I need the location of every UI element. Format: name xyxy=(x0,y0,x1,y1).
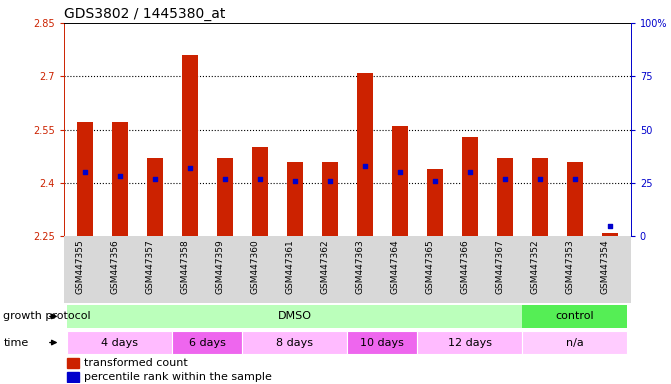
Text: GSM447355: GSM447355 xyxy=(76,240,85,294)
Point xyxy=(534,175,545,182)
Bar xyxy=(522,305,627,328)
Text: 8 days: 8 days xyxy=(276,338,313,348)
Bar xyxy=(427,169,443,236)
Text: n/a: n/a xyxy=(566,338,584,348)
Bar xyxy=(462,137,478,236)
Text: GSM447360: GSM447360 xyxy=(251,240,260,294)
Bar xyxy=(322,162,338,236)
Text: GSM447359: GSM447359 xyxy=(216,240,225,294)
Point xyxy=(79,169,90,175)
Text: GSM447354: GSM447354 xyxy=(601,240,610,294)
Text: 6 days: 6 days xyxy=(189,338,225,348)
Text: 10 days: 10 days xyxy=(360,338,404,348)
Text: GSM447356: GSM447356 xyxy=(111,240,119,294)
Text: GSM447362: GSM447362 xyxy=(321,240,329,294)
Bar xyxy=(67,358,79,368)
Bar xyxy=(532,158,548,236)
Text: percentile rank within the sample: percentile rank within the sample xyxy=(84,372,272,382)
Text: 12 days: 12 days xyxy=(448,338,492,348)
Text: GSM447353: GSM447353 xyxy=(566,240,575,294)
Text: GSM447365: GSM447365 xyxy=(425,240,435,294)
Bar xyxy=(567,162,582,236)
Bar xyxy=(172,331,242,354)
Bar xyxy=(67,305,522,328)
Text: GSM447363: GSM447363 xyxy=(356,240,365,294)
Bar xyxy=(182,55,198,236)
Bar xyxy=(67,331,172,354)
Text: control: control xyxy=(556,311,594,321)
Point xyxy=(289,178,300,184)
Point xyxy=(185,165,195,171)
Text: 4 days: 4 days xyxy=(101,338,138,348)
Point xyxy=(114,174,125,180)
Text: GSM447366: GSM447366 xyxy=(461,240,470,294)
Point xyxy=(499,175,510,182)
Point xyxy=(219,175,230,182)
Bar xyxy=(287,162,303,236)
Point xyxy=(395,169,405,175)
Bar xyxy=(77,122,93,236)
Text: GSM447367: GSM447367 xyxy=(496,240,505,294)
Text: GSM447364: GSM447364 xyxy=(391,240,400,294)
Bar xyxy=(417,331,522,354)
Point xyxy=(254,175,265,182)
Bar xyxy=(392,126,407,236)
Point xyxy=(150,175,160,182)
Point xyxy=(605,222,615,228)
Text: GSM447357: GSM447357 xyxy=(146,240,155,294)
Bar xyxy=(217,158,233,236)
Bar xyxy=(67,372,79,382)
Bar xyxy=(252,147,268,236)
Text: time: time xyxy=(3,338,29,348)
Point xyxy=(429,178,440,184)
Bar xyxy=(112,122,127,236)
Bar xyxy=(357,73,372,236)
Text: growth protocol: growth protocol xyxy=(3,311,91,321)
Bar xyxy=(522,331,627,354)
Text: transformed count: transformed count xyxy=(84,358,188,368)
Text: GSM447358: GSM447358 xyxy=(180,240,190,294)
Point xyxy=(464,169,475,175)
Point xyxy=(570,175,580,182)
Bar xyxy=(147,158,162,236)
Text: GSM447361: GSM447361 xyxy=(286,240,295,294)
Text: GDS3802 / 1445380_at: GDS3802 / 1445380_at xyxy=(64,7,225,21)
Bar xyxy=(348,331,417,354)
Point xyxy=(360,163,370,169)
Bar xyxy=(602,233,617,236)
Point xyxy=(324,178,335,184)
Bar xyxy=(242,331,348,354)
Text: GSM447352: GSM447352 xyxy=(531,240,539,294)
Bar xyxy=(497,158,513,236)
Text: DMSO: DMSO xyxy=(278,311,312,321)
